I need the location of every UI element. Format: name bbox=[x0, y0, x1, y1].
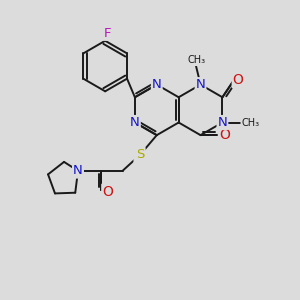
Text: N: N bbox=[152, 78, 162, 91]
Text: F: F bbox=[104, 27, 111, 40]
Text: N: N bbox=[196, 78, 206, 91]
Text: O: O bbox=[219, 128, 230, 142]
Text: S: S bbox=[135, 149, 143, 163]
Text: S: S bbox=[136, 148, 145, 161]
Text: N: N bbox=[73, 164, 83, 177]
Text: CH₃: CH₃ bbox=[241, 118, 260, 128]
Text: N: N bbox=[130, 116, 140, 129]
Text: N: N bbox=[73, 164, 83, 177]
Text: O: O bbox=[233, 73, 244, 87]
Text: O: O bbox=[102, 184, 113, 199]
Text: N: N bbox=[218, 116, 227, 129]
Text: CH₃: CH₃ bbox=[187, 55, 205, 65]
